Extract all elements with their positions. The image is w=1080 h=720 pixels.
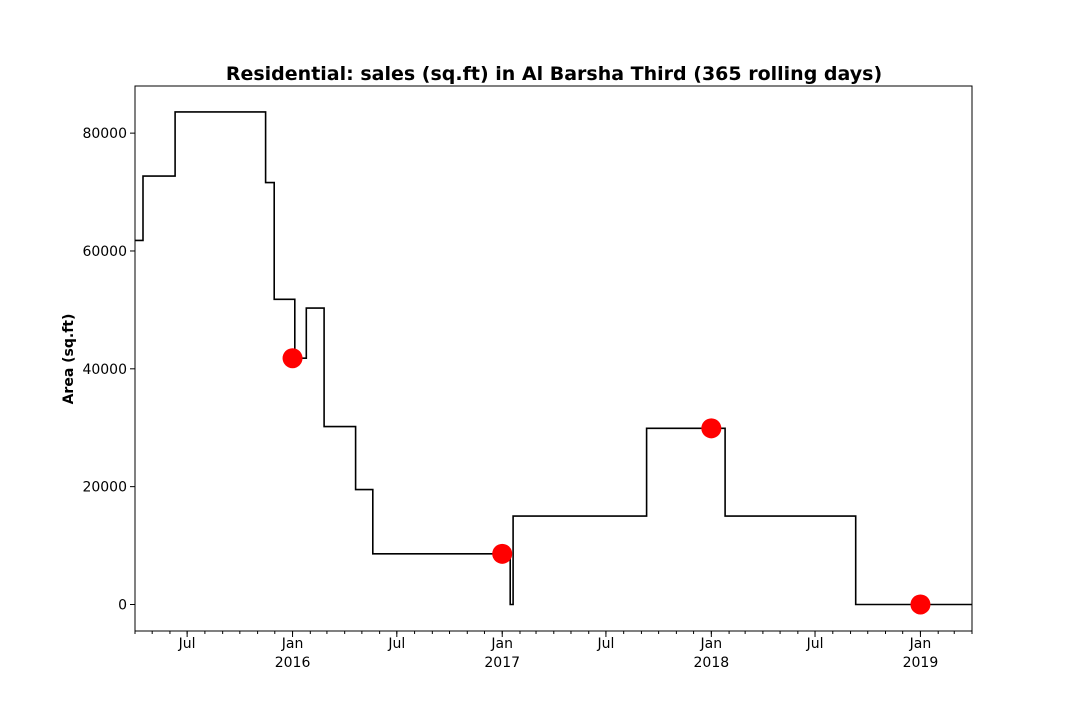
x-tick-label-2: Jul: [387, 636, 405, 652]
series-line: [135, 111, 972, 606]
x-tick-year-3: 2017: [484, 655, 520, 671]
y-tick-label-2: 40000: [82, 362, 127, 378]
y-tick-label-1: 20000: [82, 480, 127, 496]
x-tick-year-5: 2018: [694, 655, 730, 671]
y-axis-label: Area (sq.ft): [61, 314, 77, 405]
x-tick-year-7: 2019: [903, 655, 939, 671]
x-tick-label-6: Jul: [806, 636, 824, 652]
marker-0: [282, 348, 303, 369]
x-tick-label-5: Jan: [700, 636, 723, 652]
axes-frame: [134, 85, 973, 632]
x-tick-label-1: Jan: [281, 636, 304, 652]
chart-title: Residential: sales (sq.ft) in Al Barsha …: [226, 63, 882, 85]
marker-1: [492, 543, 513, 564]
x-tick-year-1: 2016: [275, 655, 311, 671]
y-tick-label-3: 60000: [82, 244, 127, 260]
y-tick-label-4: 80000: [82, 126, 127, 142]
x-tick-label-7: Jan: [909, 636, 932, 652]
x-tick-label-4: Jul: [596, 636, 614, 652]
x-tick-label-0: Jul: [178, 636, 196, 652]
y-tick-label-0: 0: [118, 597, 127, 613]
marker-3: [910, 594, 931, 615]
x-tick-label-3: Jan: [490, 636, 513, 652]
marker-2: [701, 418, 722, 439]
plot-area: 0 20000 40000 60000 80000 Jul Jan 2016 Jul Jan 201…: [82, 85, 973, 671]
